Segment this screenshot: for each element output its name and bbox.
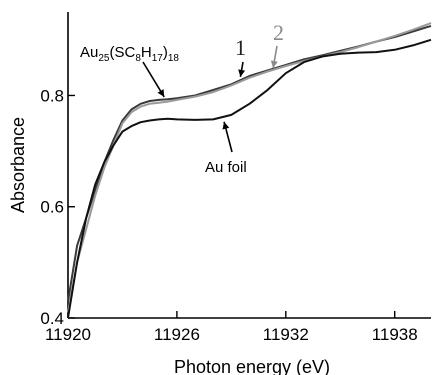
au25-h: H [141, 44, 152, 61]
arrow-label-1 [238, 61, 246, 78]
au25-main: Au [80, 44, 98, 61]
series-line-au25-2 [67, 22, 432, 313]
annotation-au25-label: Au25(SC8H17)18 [80, 44, 179, 64]
annotation-label-1: 1 [235, 35, 246, 60]
au25-sub-8: 8 [135, 53, 141, 64]
annotation-label-2: 2 [273, 20, 284, 45]
au25-sc: (SC [109, 44, 135, 61]
annotation-au-foil-label: Au foil [205, 159, 247, 176]
x-tick-label: 11926 [154, 325, 200, 344]
annotation-arrows [142, 45, 278, 153]
au25-paren: ) [163, 44, 168, 61]
au25-sub-18: 18 [168, 53, 180, 64]
arrow-au-foil [222, 121, 233, 153]
y-axis-label: Absorbance [8, 117, 28, 213]
x-axis-label: Photon energy (eV) [174, 357, 330, 375]
y-tick-label: 0.8 [40, 86, 64, 105]
series-line-au-foil [67, 38, 432, 319]
x-tick-label: 11932 [263, 325, 309, 344]
arrow-label-2 [270, 45, 278, 69]
x-tick-label: 11938 [372, 325, 418, 344]
au25-sub-25: 25 [98, 53, 110, 64]
au25-sub-17: 17 [152, 53, 164, 64]
y-tick-label: 0.4 [40, 309, 64, 328]
series-group [67, 22, 432, 319]
arrow-au25 [142, 61, 165, 98]
x-tick-label: 11920 [45, 325, 91, 344]
y-tick-label: 0.6 [40, 198, 64, 217]
axis-ticks: 11920 11926 11932 11938 0.4 0.6 0.8 [40, 86, 417, 344]
series-line-au25-1 [67, 24, 432, 302]
